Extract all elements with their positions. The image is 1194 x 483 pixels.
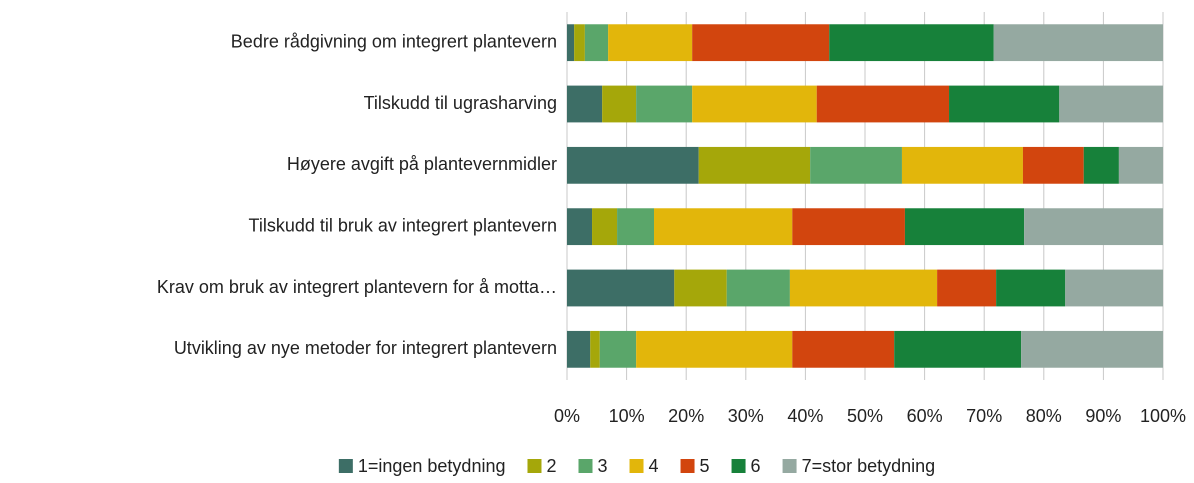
y-tick-label: Tilskudd til bruk av integrert plantever… [249, 215, 557, 235]
x-tick-label: 70% [966, 406, 1002, 426]
bar-segment [617, 208, 655, 246]
x-tick-label: 20% [668, 406, 704, 426]
legend-swatch [782, 459, 797, 473]
legend-label: 7=stor betydning [802, 456, 936, 476]
x-tick-label: 90% [1085, 406, 1121, 426]
bar-segment [901, 146, 1023, 184]
bar-segment [792, 208, 905, 246]
bar-segment [608, 24, 693, 62]
bar-segment [567, 208, 593, 246]
bar-segment [698, 146, 811, 184]
legend-label: 3 [598, 456, 608, 476]
bar-segment [904, 208, 1025, 246]
bar-segment [567, 146, 699, 184]
legend-label: 2 [546, 456, 556, 476]
legend-label: 1=ingen betydning [358, 456, 506, 476]
bar-segment [810, 146, 902, 184]
bar-segment [636, 330, 793, 368]
bar-segment [1022, 146, 1084, 184]
legend-swatch [629, 459, 644, 473]
x-tick-label: 100% [1140, 406, 1186, 426]
bar-segment [996, 269, 1066, 307]
legend-swatch [731, 459, 746, 473]
bar-segment [894, 330, 1022, 368]
bar-segment [816, 85, 950, 123]
x-tick-label: 40% [787, 406, 823, 426]
x-tick-label: 60% [907, 406, 943, 426]
bar-segment [567, 269, 675, 307]
y-tick-label: Krav om bruk av integrert plantevern for… [157, 277, 557, 297]
bar-segment [599, 330, 637, 368]
bar-segment [993, 24, 1163, 62]
y-tick-label: Tilskudd til ugrasharving [364, 93, 557, 113]
bar-segment [1059, 85, 1163, 123]
bar-segment [1083, 146, 1119, 184]
legend-swatch [680, 459, 695, 473]
bar-segment [590, 330, 600, 368]
bar-segment [654, 208, 793, 246]
bar-segment [949, 85, 1060, 123]
bar-segment [829, 24, 994, 62]
x-tick-label: 80% [1026, 406, 1062, 426]
legend: 1=ingen betydning 2 3 4 5 6 7=stor betydning [338, 456, 936, 476]
x-tick-label: 50% [847, 406, 883, 426]
x-tick-label: 10% [609, 406, 645, 426]
legend-label: 4 [649, 456, 659, 476]
bar-segment [674, 269, 727, 307]
bar-segment [1021, 330, 1163, 368]
x-tick-label: 30% [728, 406, 764, 426]
legend-label: 6 [751, 456, 761, 476]
legend-swatch [527, 459, 542, 473]
bar-segment [1024, 208, 1163, 246]
bar-segment [567, 24, 575, 62]
y-tick-label: Høyere avgift på plantevernmidler [287, 154, 557, 174]
bar-segment [1065, 269, 1163, 307]
bar-segment [584, 24, 609, 62]
bar-segment [567, 85, 603, 123]
bar-segment [937, 269, 997, 307]
x-tick-label: 0% [554, 406, 580, 426]
bar-segment [567, 330, 591, 368]
legend-swatch [578, 459, 593, 473]
bar-segment [574, 24, 585, 62]
bar-segment [726, 269, 790, 307]
y-tick-label: Utvikling av nye metoder for integrert p… [174, 338, 557, 358]
bar-segment [592, 208, 618, 246]
legend-swatch [338, 459, 353, 473]
bar-segment [636, 85, 693, 123]
bar-segment [792, 330, 895, 368]
bar-segment [1118, 146, 1163, 184]
bar-segment [692, 85, 817, 123]
bar-segment [789, 269, 938, 307]
bar-segment [692, 24, 830, 62]
bar-segment [602, 85, 637, 123]
legend-label: 5 [700, 456, 710, 476]
y-tick-label: Bedre rådgivning om integrert plantevern [231, 31, 557, 51]
